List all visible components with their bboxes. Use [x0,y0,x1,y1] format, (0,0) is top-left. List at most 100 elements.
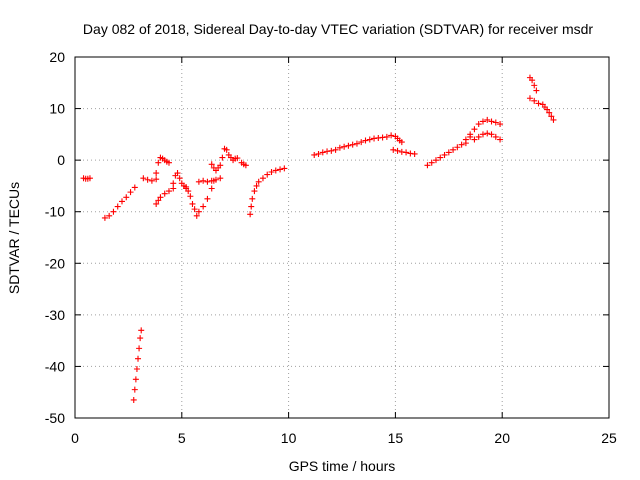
data-point [110,208,117,215]
data-point [140,175,147,182]
data-point [311,151,318,158]
data-point [432,157,439,164]
data-point [332,146,339,153]
series-arc16 [388,132,405,146]
data-point [398,139,405,146]
data-point [200,203,207,210]
x-tick-label: 20 [494,430,510,446]
data-point [193,212,200,219]
data-point [454,144,461,151]
x-tick-label: 15 [388,430,404,446]
data-point [281,165,288,172]
data-point [366,136,373,143]
data-point [362,137,369,144]
data-point [138,327,145,334]
data-point [217,175,224,182]
data-point [345,142,352,149]
data-point [208,185,215,192]
data-point [200,177,207,184]
data-point [123,194,130,201]
data-point [488,118,495,125]
series-arc20 [467,130,504,143]
data-point [424,162,431,169]
y-tick-label: 0 [57,152,65,168]
data-point [526,95,533,102]
series-arc21 [526,74,540,94]
data-point [153,200,160,207]
data-point [242,162,249,169]
data-point [133,366,140,373]
data-point [208,161,215,168]
data-point [497,136,504,143]
data-point [492,119,499,126]
y-tick-label: -20 [45,255,65,271]
plot-frame [74,56,610,419]
data-point [191,206,198,213]
series-arc9 [193,177,217,219]
data-point [127,189,134,196]
data-point [195,208,202,215]
data-point [383,133,390,140]
data-point [195,178,202,185]
data-point [441,151,448,158]
data-point [535,100,542,107]
data-point [157,194,164,201]
series-arc4 [140,175,160,184]
data-point [497,121,504,128]
data-point [114,203,121,210]
data-point [251,188,258,195]
series-arc3 [130,327,145,403]
series-arc1 [80,175,93,182]
data-point [458,141,465,148]
data-point [272,167,279,174]
series-arc2 [101,184,138,221]
data-point [131,386,138,393]
x-axis-label: GPS time / hours [289,458,396,474]
data-point [135,355,142,362]
series-arc18 [424,140,469,169]
data-point [550,116,557,123]
data-point [219,154,226,161]
data-point [223,146,230,153]
series-arc8 [183,185,198,213]
data-point [462,136,469,143]
series-arc17 [390,146,418,157]
data-point [170,180,177,187]
data-point [411,150,418,157]
data-point [249,195,256,202]
data-point [388,132,395,139]
series-arc10 [195,175,224,185]
x-tick-label: 0 [71,430,79,446]
y-tick-label: -40 [45,358,65,374]
y-axis-label: SDTVAR / TECUs [6,182,22,294]
data-point [341,143,348,150]
data-point [349,141,356,148]
data-point [174,170,181,177]
data-point [217,162,224,169]
x-tick-label: 5 [178,430,186,446]
data-point [315,150,322,157]
x-tick-label: 10 [281,430,297,446]
data-point [475,121,482,128]
y-tick-label: -50 [45,410,65,426]
series-arc19 [462,116,504,143]
data-point [247,211,254,218]
data-point [471,136,478,143]
data-point [319,149,326,156]
series-arc15 [311,133,390,158]
data-point [394,147,401,154]
data-point [479,131,486,138]
data-point [204,178,211,185]
data-point [277,166,284,173]
y-tick-label: -30 [45,307,65,323]
data-point [548,113,555,120]
data-point [403,149,410,156]
y-tick-label: 10 [49,101,65,117]
data-point [546,109,553,116]
data-point [155,159,162,166]
data-point [445,149,452,156]
data-point [161,190,168,197]
data-point [268,169,275,176]
data-point [144,176,151,183]
